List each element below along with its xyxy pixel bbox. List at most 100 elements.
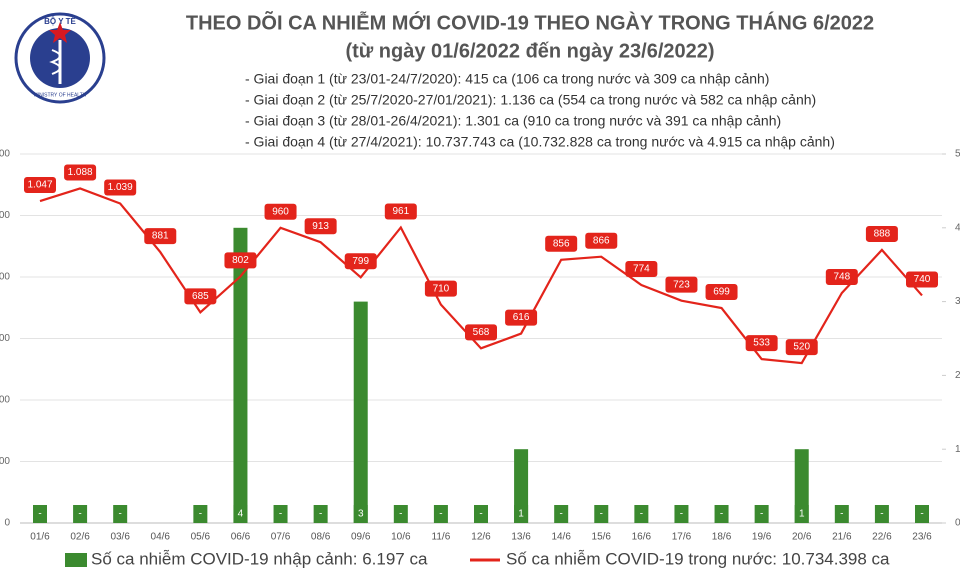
value-label: 616 (513, 312, 530, 323)
value-label-box (545, 235, 578, 252)
x-tick-label: 04/6 (151, 532, 171, 543)
value-label-box (424, 280, 457, 297)
value-label: 1.088 (68, 167, 93, 178)
value-label-box (474, 505, 488, 523)
value-label: - (720, 509, 723, 520)
value-label: - (640, 509, 643, 520)
value-label-box (554, 505, 569, 523)
value-label: 699 (713, 287, 730, 298)
chart-title: THEO DÕI CA NHIỄM MỚI COVID-19 THEO NGÀY… (186, 10, 874, 34)
value-label: 568 (473, 327, 490, 338)
y-tick-label: 400 (0, 395, 10, 406)
value-label: - (399, 509, 402, 520)
value-label: 4 (238, 509, 244, 520)
value-label: 913 (312, 221, 329, 232)
bar (514, 449, 529, 523)
value-label-box (224, 252, 257, 269)
y2-tick-label: 4 (955, 222, 960, 233)
value-label: 740 (914, 274, 931, 285)
logo-text: MINISTRY OF HEALTH (34, 92, 87, 98)
y2-tick-label: 1 (955, 444, 960, 455)
x-tick-label: 20/6 (792, 532, 812, 543)
value-label-box (313, 505, 328, 523)
value-label-box (64, 164, 97, 181)
value-label: 3 (358, 509, 364, 520)
y2-tick-label: 5 (955, 149, 960, 160)
x-tick-label: 17/6 (672, 532, 692, 543)
value-label: - (38, 509, 41, 520)
value-label-box (233, 505, 248, 523)
value-label-box (393, 505, 408, 523)
annotation: - Giai đoạn 2 (từ 25/7/2020-27/01/2021):… (245, 92, 816, 108)
x-tick-label: 06/6 (231, 532, 251, 543)
value-label-box (594, 505, 609, 523)
value-label: 1.039 (108, 182, 133, 193)
value-label-box (785, 339, 818, 356)
value-label: 856 (553, 238, 570, 249)
value-label: - (600, 509, 603, 520)
y2-tick-label: 3 (955, 296, 960, 307)
logo-star (49, 22, 71, 43)
x-tick-label: 16/6 (632, 532, 652, 543)
x-tick-label: 21/6 (832, 532, 852, 543)
value-label-box (113, 505, 128, 523)
x-tick-label: 19/6 (752, 532, 772, 543)
y2-tick-label: 0 (955, 518, 960, 529)
x-tick-label: 15/6 (592, 532, 612, 543)
value-label: - (279, 509, 282, 520)
value-label: - (840, 509, 843, 520)
x-tick-label: 09/6 (351, 532, 371, 543)
value-label: - (319, 509, 322, 520)
logo: BỘ Y TẾ MINISTRY OF HEALTH (14, 12, 106, 104)
chart-subtitle: (từ ngày 01/6/2022 đến ngày 23/6/2022) (345, 40, 714, 62)
bar (353, 301, 368, 523)
value-label-box (754, 505, 769, 523)
value-label-box (514, 505, 529, 523)
value-label-box (353, 505, 368, 523)
value-label-box (906, 271, 938, 288)
value-label: 774 (633, 264, 650, 275)
x-tick-label: 10/6 (391, 532, 411, 543)
x-tick-label: 18/6 (712, 532, 732, 543)
y-tick-label: 200 (0, 456, 10, 467)
x-tick-label: 08/6 (311, 532, 331, 543)
value-label-box (73, 505, 88, 523)
value-label: 1.047 (27, 180, 52, 191)
y-tick-label: 1.000 (0, 210, 10, 221)
x-tick-label: 07/6 (271, 532, 291, 543)
value-label-box (705, 284, 738, 301)
value-label: 961 (392, 206, 409, 217)
value-label-box (264, 203, 297, 220)
value-label-box (104, 179, 137, 196)
value-label: - (560, 509, 563, 520)
value-label: - (880, 509, 883, 520)
value-label: 533 (753, 338, 770, 349)
bar (233, 227, 248, 524)
value-label-box (304, 218, 337, 235)
value-label: 960 (272, 206, 289, 217)
logo-text: BỘ Y TẾ (44, 16, 76, 26)
value-label-box (585, 232, 618, 249)
value-label-box (505, 309, 538, 326)
value-label-box (874, 505, 889, 523)
value-label: - (680, 509, 683, 520)
value-label-box (865, 225, 898, 242)
value-label: 888 (874, 229, 891, 240)
x-tick-label: 01/6 (30, 532, 50, 543)
x-tick-label: 05/6 (191, 532, 211, 543)
value-label-box (674, 505, 689, 523)
value-label-box (144, 228, 177, 245)
y-tick-label: 800 (0, 272, 10, 283)
annotation: - Giai đoạn 1 (từ 23/01-24/7/2020): 415 … (245, 71, 769, 87)
y-tick-label: 1.200 (0, 149, 10, 160)
legend-swatch (65, 553, 87, 567)
annotation: - Giai đoạn 3 (từ 28/01-26/4/2021): 1.30… (245, 113, 781, 129)
value-label-box (24, 177, 56, 194)
y-tick-label: 600 (0, 333, 10, 344)
value-label: 881 (152, 231, 169, 242)
x-tick-label: 11/6 (432, 532, 451, 543)
value-label-box (745, 335, 778, 352)
value-label-box (465, 324, 497, 341)
value-label-box (33, 505, 47, 523)
